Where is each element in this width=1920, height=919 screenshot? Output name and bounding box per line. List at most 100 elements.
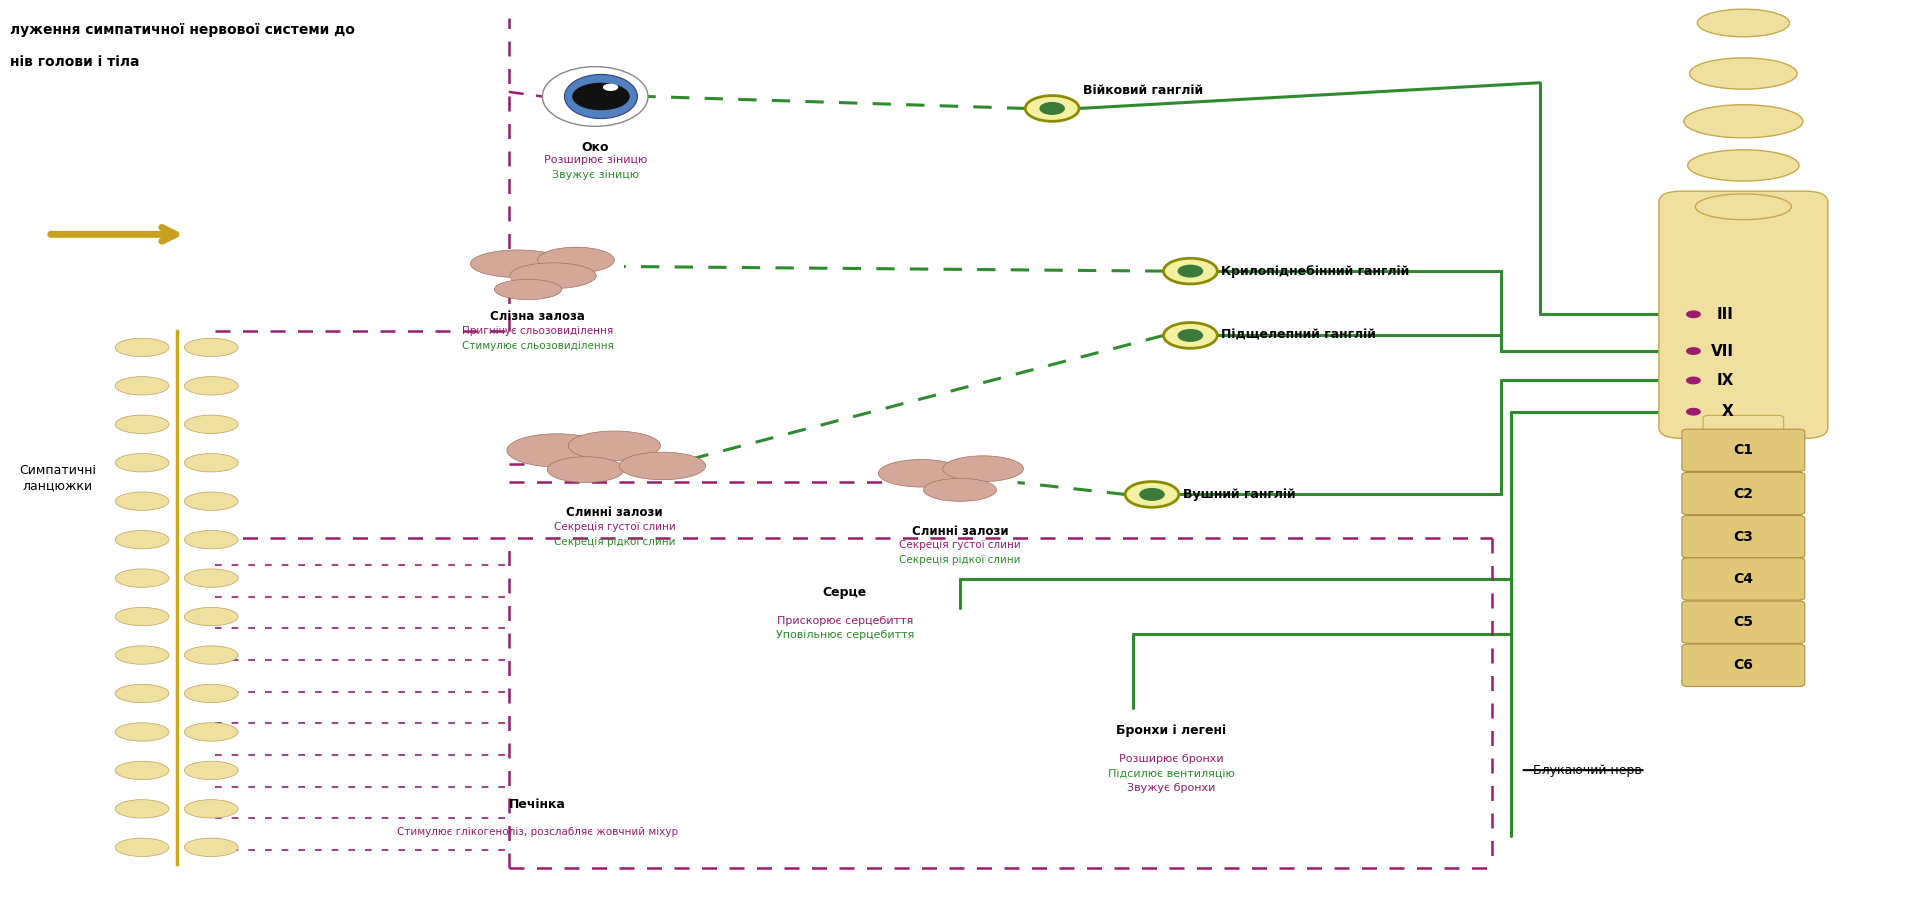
Text: III: III (1716, 307, 1734, 322)
Text: луження симпатичної нервової системи до: луження симпатичної нервової системи до (10, 23, 355, 37)
Circle shape (1164, 323, 1217, 348)
Text: нів голови і тіла: нів голови і тіла (10, 55, 138, 69)
Ellipse shape (538, 247, 614, 273)
FancyBboxPatch shape (1682, 601, 1805, 643)
Ellipse shape (1688, 150, 1799, 181)
Text: Крилопіднебінний ганглій: Крилопіднебінний ганглій (1221, 265, 1409, 278)
Circle shape (1179, 330, 1202, 341)
Ellipse shape (184, 338, 238, 357)
Text: C6: C6 (1734, 658, 1753, 673)
Text: C5: C5 (1734, 615, 1753, 630)
Text: Стимулює сльозовиділення: Стимулює сльозовиділення (461, 341, 614, 351)
Ellipse shape (924, 478, 996, 502)
Ellipse shape (115, 338, 169, 357)
Circle shape (1179, 266, 1202, 277)
Ellipse shape (115, 607, 169, 626)
Ellipse shape (543, 67, 649, 126)
Circle shape (1125, 482, 1179, 507)
FancyBboxPatch shape (1682, 429, 1805, 471)
FancyBboxPatch shape (1682, 516, 1805, 558)
Text: Розширює зіницю: Розширює зіницю (543, 155, 647, 165)
Circle shape (1041, 103, 1064, 114)
Text: Слинні залози: Слинні залози (566, 506, 662, 519)
Text: Симпатичні
ланцюжки: Симпатичні ланцюжки (19, 464, 96, 492)
Text: Серце: Серце (822, 586, 868, 599)
Text: Підсилює вентиляцію: Підсилює вентиляцію (1108, 768, 1235, 778)
Text: IX: IX (1716, 373, 1734, 388)
Circle shape (603, 84, 618, 91)
Ellipse shape (115, 569, 169, 587)
Ellipse shape (184, 646, 238, 664)
Ellipse shape (184, 415, 238, 434)
Ellipse shape (184, 800, 238, 818)
Ellipse shape (877, 460, 964, 487)
Ellipse shape (184, 838, 238, 857)
Ellipse shape (564, 74, 637, 119)
FancyBboxPatch shape (1682, 558, 1805, 600)
Circle shape (1686, 347, 1701, 354)
Ellipse shape (184, 492, 238, 510)
Ellipse shape (184, 569, 238, 587)
Ellipse shape (184, 685, 238, 703)
Text: Звужує зіницю: Звужує зіницю (551, 170, 639, 180)
Text: Блукаючий нерв: Блукаючий нерв (1532, 764, 1642, 777)
Text: Око: Око (582, 141, 609, 153)
Ellipse shape (470, 250, 566, 278)
Circle shape (1686, 311, 1701, 318)
Circle shape (1164, 258, 1217, 284)
Circle shape (1025, 96, 1079, 121)
Text: C4: C4 (1734, 572, 1753, 586)
FancyBboxPatch shape (1659, 191, 1828, 438)
Ellipse shape (115, 800, 169, 818)
Text: Секреція рідкої слини: Секреція рідкої слини (553, 537, 676, 547)
Circle shape (1686, 377, 1701, 384)
Ellipse shape (115, 685, 169, 703)
Text: X: X (1722, 404, 1734, 419)
Ellipse shape (507, 434, 607, 467)
Ellipse shape (495, 279, 561, 300)
Text: Підщелепний ганглій: Підщелепний ганглій (1221, 329, 1377, 342)
Circle shape (572, 83, 630, 110)
Ellipse shape (1695, 194, 1791, 220)
Ellipse shape (115, 646, 169, 664)
Circle shape (1686, 408, 1701, 414)
Text: C2: C2 (1734, 486, 1753, 501)
Ellipse shape (547, 457, 624, 482)
Text: Бронхи і легені: Бронхи і легені (1116, 724, 1227, 737)
Text: VII: VII (1711, 344, 1734, 358)
Text: Уповільнює серцебиття: Уповільнює серцебиття (776, 630, 914, 641)
Ellipse shape (511, 263, 597, 289)
Ellipse shape (115, 722, 169, 741)
Text: Пригнічує сльозовиділення: Пригнічує сльозовиділення (463, 326, 612, 336)
Text: Слинні залози: Слинні залози (912, 525, 1008, 538)
Ellipse shape (184, 607, 238, 626)
Ellipse shape (943, 456, 1023, 482)
Ellipse shape (184, 454, 238, 472)
FancyBboxPatch shape (1703, 415, 1784, 448)
Ellipse shape (115, 415, 169, 434)
Ellipse shape (184, 761, 238, 779)
Ellipse shape (115, 838, 169, 857)
Text: Секреція густої слини: Секреція густої слини (899, 540, 1021, 550)
Text: Слізна залоза: Слізна залоза (490, 310, 586, 323)
FancyBboxPatch shape (1682, 472, 1805, 515)
Text: Війковий ганглій: Війковий ганглій (1083, 85, 1204, 97)
Ellipse shape (184, 377, 238, 395)
Text: Секреція рідкої слини: Секреція рідкої слини (899, 555, 1021, 565)
Ellipse shape (115, 377, 169, 395)
Ellipse shape (1684, 105, 1803, 138)
Ellipse shape (115, 492, 169, 510)
Ellipse shape (618, 452, 707, 480)
Text: Стимулює глікогеноліз, розслабляє жовчний міхур: Стимулює глікогеноліз, розслабляє жовчни… (397, 827, 678, 837)
Text: Звужує бронхи: Звужує бронхи (1127, 783, 1215, 793)
Text: C1: C1 (1734, 443, 1753, 458)
Text: Вушний ганглій: Вушний ганглій (1183, 488, 1296, 501)
Text: C3: C3 (1734, 529, 1753, 544)
Ellipse shape (115, 761, 169, 779)
Circle shape (1140, 489, 1164, 500)
Ellipse shape (184, 722, 238, 741)
Text: Розширює бронхи: Розширює бронхи (1119, 754, 1223, 764)
Text: Секреція густої слини: Секреція густої слини (553, 522, 676, 532)
Ellipse shape (1697, 9, 1789, 37)
Ellipse shape (115, 454, 169, 472)
